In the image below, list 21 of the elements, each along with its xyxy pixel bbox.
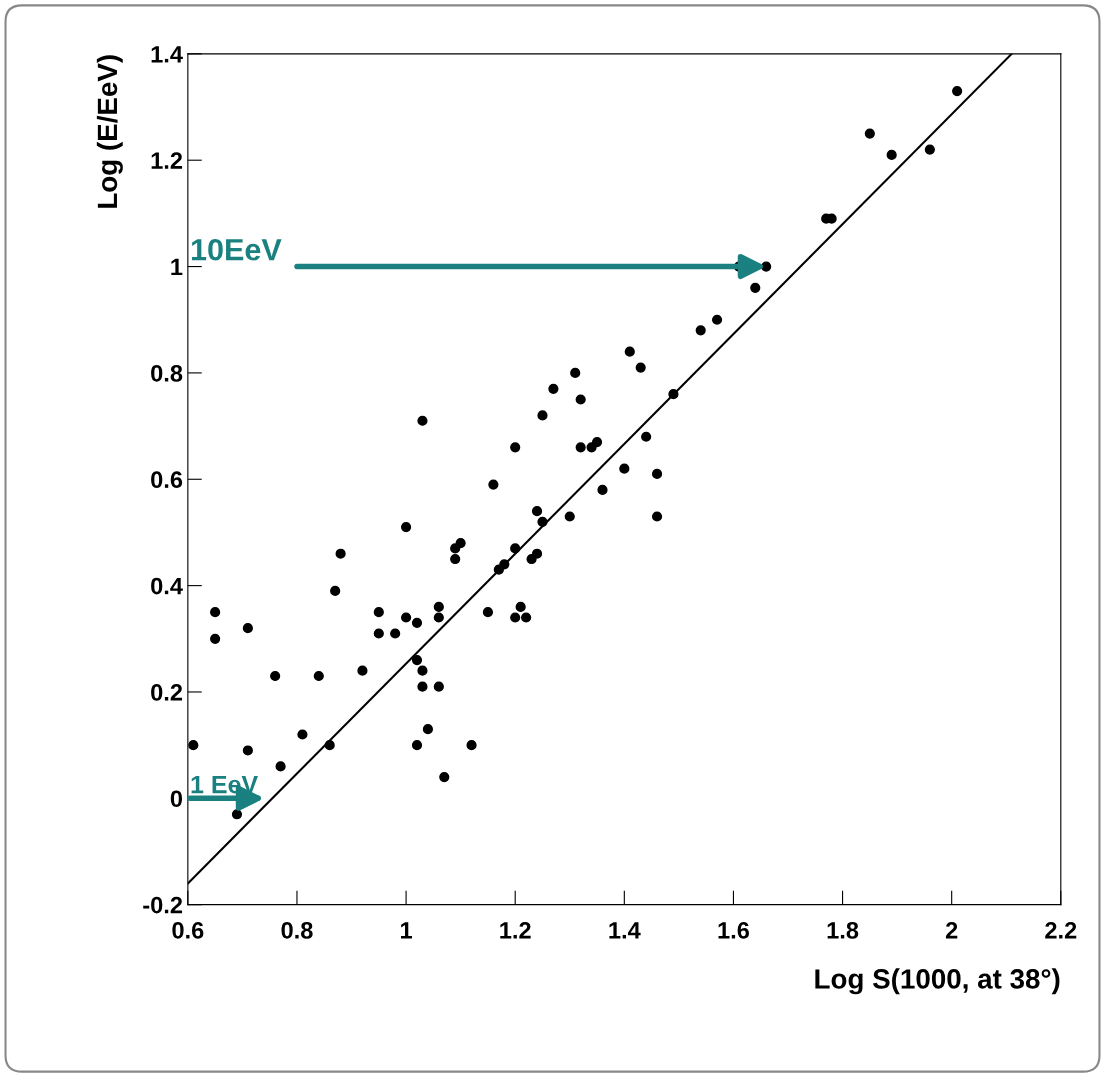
x-tick-label: 2 [945,921,958,939]
y-tick-label: 0.6 [151,471,183,489]
y-tick-label: 0.2 [151,684,183,701]
y-tick-label: 0.4 [151,577,183,595]
annotation: 1 EeV [191,775,258,794]
y-tick-label: 0.8 [151,364,183,382]
y-tick-label: 1 [171,258,183,276]
x-tick-label: 1.2 [500,921,531,939]
x-tick-label: 1 [401,922,412,939]
annotation: 10EeV [191,238,282,261]
x-tick-label: 1.4 [609,922,641,939]
x-axis-title: Log S(1000, at 38°) [815,968,1060,995]
x-tick-label: 1.6 [718,921,749,939]
x-tick-label: 1.8 [827,921,859,939]
x-tick-label: 2.2 [1045,921,1077,939]
y-tick-label: -0.2 [143,896,183,914]
y-tick-label: 0 [170,790,183,808]
y-tick-label: 1.2 [151,152,183,169]
y-axis-title: Log (E/EeV) [96,55,123,208]
y-tick-label: 1.4 [151,46,183,63]
x-tick-label: 0.8 [281,921,313,939]
